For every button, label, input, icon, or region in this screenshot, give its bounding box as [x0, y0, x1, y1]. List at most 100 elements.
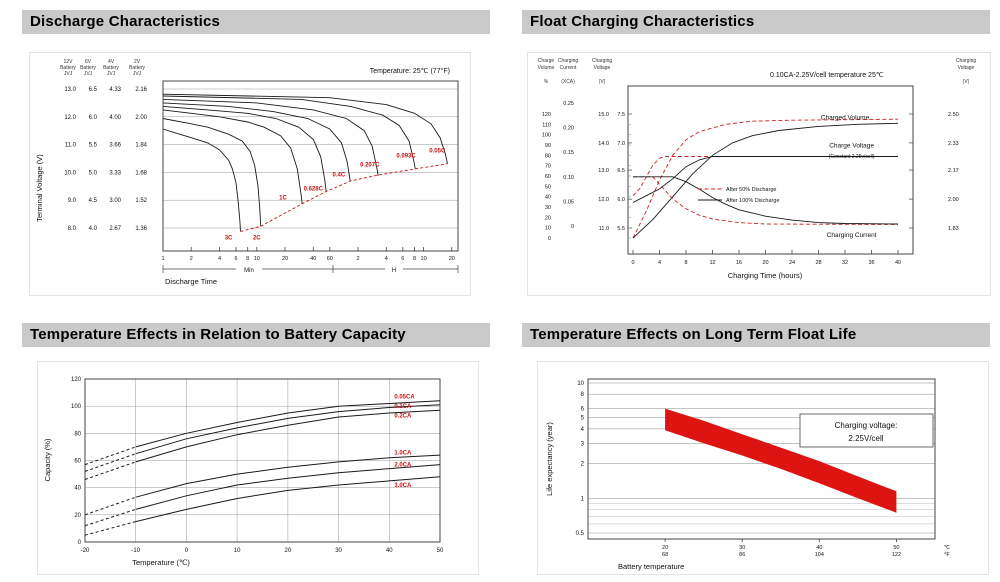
- life-expectancy-band: [665, 408, 897, 513]
- x-tick-celsius: 20: [662, 545, 668, 551]
- volume-tick: 40: [545, 195, 551, 201]
- y-tick-label: 4: [581, 427, 585, 433]
- y-tick-label: 10: [577, 381, 584, 387]
- curve-0.05C: [162, 93, 448, 164]
- axis-column-header: Battery: [80, 65, 96, 71]
- y-tick-label: 4.33: [109, 87, 121, 93]
- x-tick-label: 50: [437, 548, 444, 554]
- axis-column-header: Voltage: [958, 65, 975, 71]
- y-tick-label: 60: [74, 459, 81, 465]
- rate-label-0.2CA: 0.2CA: [394, 414, 412, 420]
- rate-label-2C: 2C: [253, 235, 261, 241]
- curve-0.05CA-lowtemp: [84, 446, 136, 466]
- current-tick: 0.20: [563, 126, 574, 132]
- voltage-6v-tick: 6.0: [617, 197, 625, 203]
- x-tick-label: 60: [327, 256, 333, 262]
- axis-column-header: Volume: [538, 65, 555, 71]
- x-tick-label: 20: [282, 256, 288, 262]
- charging-note: 0.10CA-2.25V/cell temperature 25℃: [770, 72, 884, 79]
- y-tick-label: 10.0: [64, 170, 76, 176]
- curve-charging-current-after-100: [633, 176, 899, 225]
- y-tick-label: 12.0: [64, 115, 76, 121]
- curve-label: (Constant 2.25v/cell): [829, 154, 875, 160]
- x-tick-label: 1: [161, 256, 164, 262]
- x-tick-label: 4: [218, 256, 221, 262]
- voltage-6v-tick: 7.5: [617, 112, 625, 118]
- y-tick-label: 80: [74, 431, 81, 437]
- voltage-cell-tick: 2.00: [948, 197, 959, 203]
- rate-label-0.1CA: 0.1CA: [394, 404, 412, 410]
- x-tick-label: 8: [246, 256, 249, 262]
- y-tick-label: 4.5: [89, 198, 98, 204]
- x-tick-fahrenheit: 86: [739, 552, 745, 558]
- axis-column-header: Voltage: [594, 65, 611, 71]
- discharge-end-envelope: [240, 163, 448, 232]
- temperature-capacity-chart-svg: 0 20 40 60 80 100 120 -20 -10 0 10 20 30 40 50 0.05CA 0.…: [43, 377, 444, 567]
- y-tick-label: 1: [581, 496, 585, 502]
- current-tick: 0.10: [563, 175, 574, 181]
- y-axis-label: Life expectancy (year): [545, 422, 554, 496]
- y-tick-label: 11.0: [65, 143, 77, 149]
- current-tick: 0.25: [563, 101, 574, 107]
- section-title-temperature-capacity: Temperature Effects in Relation to Batte…: [22, 323, 490, 347]
- x-tick-celsius: 30: [739, 545, 745, 551]
- plot-border: [587, 378, 936, 540]
- y-tick-label: 100: [71, 404, 82, 410]
- y-tick-label: 3.00: [109, 198, 121, 204]
- x-tick-label: 4: [385, 256, 388, 262]
- x-tick-fahrenheit: 104: [815, 552, 824, 558]
- y-tick-label: 9.0: [68, 198, 77, 204]
- x-tick-label: 0: [185, 548, 189, 554]
- y-axis-label: Terminal Voltage (V): [35, 154, 44, 222]
- volume-tick: 100: [542, 133, 551, 139]
- y-tick-label: 5.0: [89, 170, 98, 176]
- curve-charge-voltage-after-100: [632, 156, 898, 203]
- section-title-float-charging: Float Charging Characteristics: [522, 10, 990, 34]
- curve-1C: [162, 109, 303, 204]
- axis-column-header: 4V: [108, 59, 115, 65]
- axis-unit: (V): [963, 79, 970, 85]
- legend-label: After 100% Discharge: [726, 198, 780, 204]
- x-tick-label: 0: [631, 260, 634, 266]
- float-charging-figure: Charge Volume% Charging Current (XCA) Chargin…: [527, 52, 991, 296]
- axis-unit: (XCA): [561, 79, 575, 85]
- axis-column-header: Charge: [538, 58, 555, 64]
- volume-tick: 10: [545, 226, 551, 232]
- curve-0.05CA: [135, 400, 441, 448]
- x-tick-label: 8: [684, 260, 687, 266]
- x-tick-label: 40: [386, 548, 393, 554]
- rate-label-3C: 3C: [225, 235, 233, 241]
- axis-column-header: JVJ: [133, 71, 142, 77]
- x-tick-label: 30: [335, 548, 342, 554]
- voltage-6v-tick: 6.5: [617, 168, 625, 174]
- curve-0.2CA-lowtemp: [84, 461, 136, 480]
- axis-column-header: Battery: [60, 65, 76, 71]
- axis-column-header: Charging: [956, 58, 977, 64]
- float-life-figure: 10 8 6 5 4 3 2 1 0.5 20 68 30 86 40 104 50 122 ℃ °F Chargin…: [537, 361, 989, 575]
- x-tick-label: 20: [762, 260, 768, 266]
- current-tick: 0.15: [563, 150, 574, 156]
- y-tick-label: 2.00: [135, 115, 147, 121]
- y-tick-label: 1.68: [135, 170, 147, 176]
- x-tick-label: 20: [449, 256, 455, 262]
- x-tick-label: 36: [868, 260, 874, 266]
- volume-tick: 110: [542, 122, 551, 128]
- x-tick-label: 16: [736, 260, 742, 266]
- rate-label-0.4C: 0.4C: [333, 173, 346, 179]
- x-axis-label: Temperature (℃): [132, 558, 190, 567]
- curve-0.628C: [162, 105, 327, 192]
- x-tick-label: 2: [190, 256, 193, 262]
- x-tick-label: 40: [895, 260, 901, 266]
- plot-area: [162, 80, 459, 252]
- y-tick-label: 1.84: [135, 143, 147, 149]
- x-tick-label: 4: [658, 260, 661, 266]
- discharge-figure: 12V Battery JVJ 13.0 12.0 11.0 10.0 9.0 8.0 6V Bat…: [29, 52, 471, 296]
- axis-column-header: Current: [560, 65, 577, 71]
- x-tick-label: 6: [234, 256, 237, 262]
- voltage-12v-tick: 11.0: [599, 226, 609, 232]
- axis-column-header: Charging: [592, 58, 613, 64]
- rate-label-1.0CA: 1.0CA: [394, 450, 412, 456]
- x-axis-label: Charging Time (hours): [728, 271, 803, 280]
- volume-tick: 120: [542, 112, 551, 118]
- x-tick-celsius: 40: [816, 545, 822, 551]
